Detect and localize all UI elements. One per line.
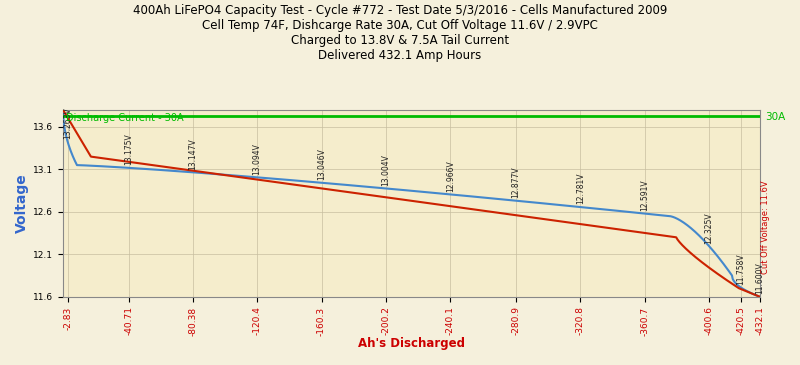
Text: 400Ah LiFePO4 Capacity Test - Cycle #772 - Test Date 5/3/2016 - Cells Manufactur: 400Ah LiFePO4 Capacity Test - Cycle #772… <box>133 4 667 62</box>
Text: 12.877V: 12.877V <box>511 166 521 198</box>
X-axis label: Ah's Discharged: Ah's Discharged <box>358 337 465 350</box>
Text: 13.046V: 13.046V <box>317 148 326 180</box>
Text: 13.175V: 13.175V <box>124 134 133 165</box>
Text: 12.325V: 12.325V <box>705 212 714 243</box>
Text: 13.004V: 13.004V <box>382 154 390 186</box>
Text: Cut Off Voltage: 11.6V: Cut Off Voltage: 11.6V <box>762 181 770 274</box>
Text: 13.147V: 13.147V <box>188 138 197 170</box>
Text: 11.758V: 11.758V <box>737 254 746 285</box>
Text: Discharge Current - 30A: Discharge Current - 30A <box>66 113 184 123</box>
Text: 11.600V: 11.600V <box>755 262 764 294</box>
Text: 12.591V: 12.591V <box>640 179 650 211</box>
Text: 13.263V: 13.263V <box>63 107 72 139</box>
Text: 12.966V: 12.966V <box>446 160 454 192</box>
Y-axis label: Voltage: Voltage <box>15 173 29 233</box>
Text: 13.094V: 13.094V <box>253 143 262 175</box>
Text: 12.781V: 12.781V <box>576 173 585 204</box>
